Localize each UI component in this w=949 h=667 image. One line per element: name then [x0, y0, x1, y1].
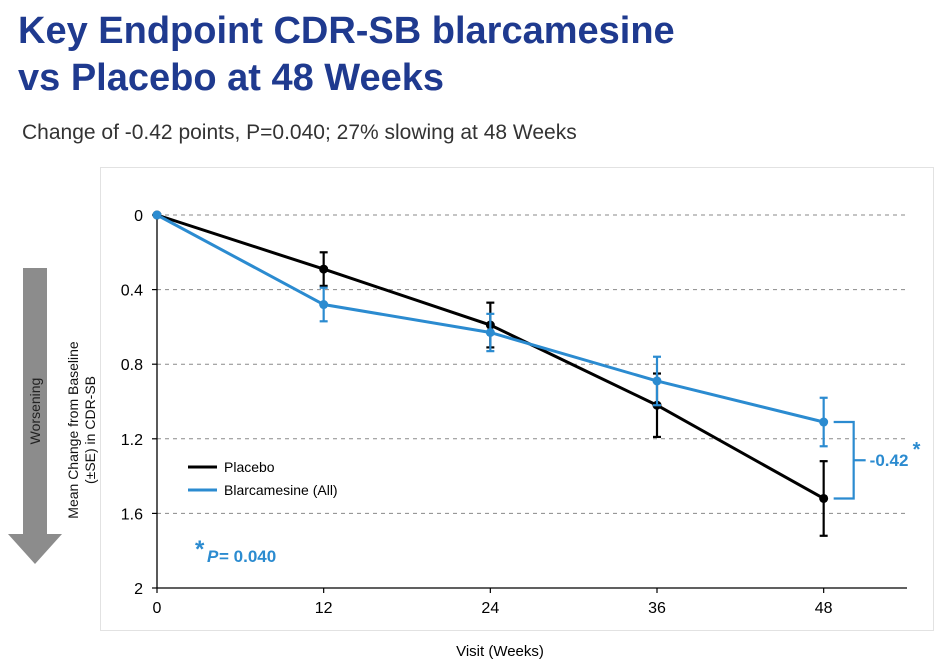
x-tick-label: 48	[815, 600, 833, 617]
difference-bracket	[833, 420, 855, 500]
pvalue-star: *	[195, 536, 205, 563]
data-point	[485, 327, 495, 337]
title-line-2: vs Placebo at 48 Weeks	[18, 57, 444, 99]
pvalue-p-label: P	[207, 547, 219, 566]
subtitle: Change of -0.42 points, P=0.040; 27% slo…	[22, 121, 577, 144]
x-tick-label: 24	[481, 600, 499, 617]
data-point	[152, 210, 162, 220]
chart-panel-frame	[100, 167, 934, 631]
y-tick-label: 1.2	[121, 432, 143, 449]
page-title: Key Endpoint CDR-SB blarcamesine vs Plac…	[18, 8, 675, 102]
data-point	[819, 417, 829, 427]
y-tick-label: 1.6	[121, 506, 143, 523]
data-point	[319, 264, 329, 274]
y-tick-label: 0.4	[121, 283, 143, 300]
difference-star: *	[913, 439, 921, 461]
y-tick-label: 0.8	[121, 357, 143, 374]
y-tick-label: 0	[134, 208, 143, 225]
y-tick-label: 2	[134, 581, 143, 598]
legend-label: Blarcamesine (All)	[224, 482, 338, 498]
x-tick-label: 0	[153, 600, 162, 617]
worsening-arrow-icon	[8, 268, 62, 564]
title-line-1: Key Endpoint CDR-SB blarcamesine	[18, 10, 675, 52]
data-point	[652, 376, 662, 386]
x-axis-title: Visit (Weeks)	[456, 643, 544, 660]
x-tick-label: 36	[648, 600, 666, 617]
data-point	[819, 493, 829, 503]
pvalue-text: = 0.040	[219, 547, 276, 566]
series-line	[156, 213, 825, 500]
x-tick-label: 12	[315, 600, 333, 617]
legend-label: Placebo	[224, 459, 275, 475]
data-point	[319, 300, 329, 310]
difference-label: -0.42	[870, 451, 909, 470]
